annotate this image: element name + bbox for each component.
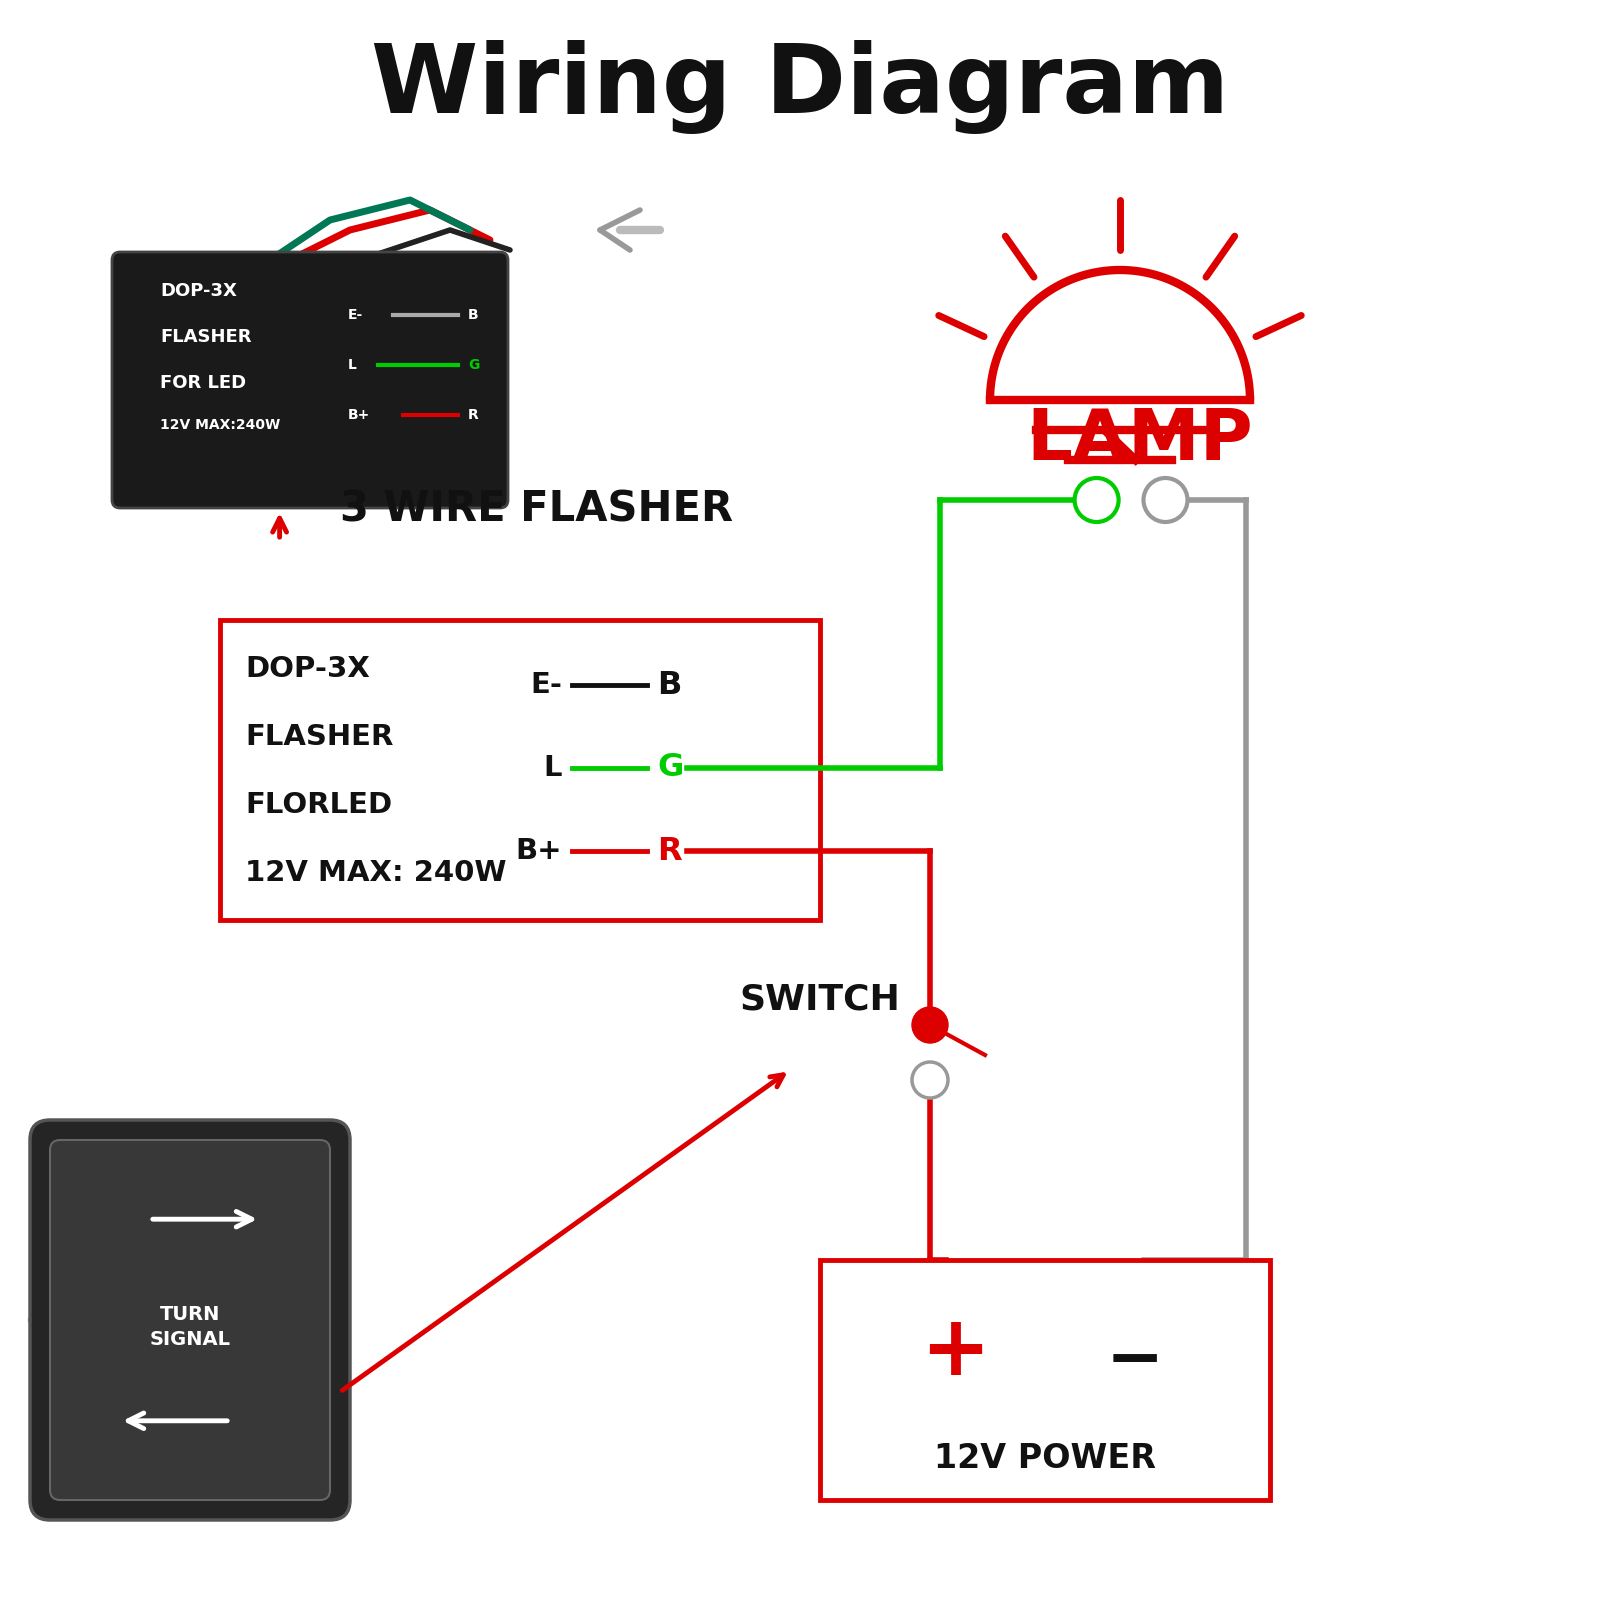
FancyBboxPatch shape [30,1120,350,1520]
Text: −: − [1106,1328,1165,1394]
FancyBboxPatch shape [50,1139,330,1501]
Text: LAMP: LAMP [1027,405,1253,474]
Text: B: B [658,669,682,701]
Text: FLORLED: FLORLED [245,790,392,819]
Text: DOP-3X: DOP-3X [160,282,237,301]
Circle shape [1075,478,1118,522]
Text: TURN
SIGNAL: TURN SIGNAL [149,1306,230,1349]
Text: R: R [467,408,478,422]
Text: FLASHER: FLASHER [245,723,394,750]
Text: 12V MAX:240W: 12V MAX:240W [160,418,280,432]
Text: R: R [658,835,682,867]
Text: B+: B+ [515,837,562,866]
Text: FLASHER: FLASHER [160,328,251,346]
Text: +: + [920,1310,990,1392]
Text: 12V POWER: 12V POWER [934,1442,1155,1475]
Bar [819,1261,1270,1501]
Circle shape [912,1006,947,1043]
Text: G: G [658,752,683,784]
FancyBboxPatch shape [112,251,509,509]
Bar [221,619,819,920]
Text: L: L [544,754,562,782]
Text: FOR LED: FOR LED [160,374,246,392]
Text: 3 WIRE FLASHER: 3 WIRE FLASHER [339,488,733,530]
Text: E-: E- [349,307,363,322]
Text: B+: B+ [349,408,370,422]
Text: B: B [467,307,478,322]
Text: 12V MAX: 240W: 12V MAX: 240W [245,859,507,886]
Text: G: G [467,358,480,371]
Circle shape [912,1062,947,1098]
Text: E-: E- [530,670,562,699]
Text: SWITCH: SWITCH [739,982,899,1018]
Text: Wiring Diagram: Wiring Diagram [371,40,1229,134]
Text: DOP-3X: DOP-3X [245,654,370,683]
Circle shape [1144,478,1187,522]
Text: L: L [349,358,357,371]
